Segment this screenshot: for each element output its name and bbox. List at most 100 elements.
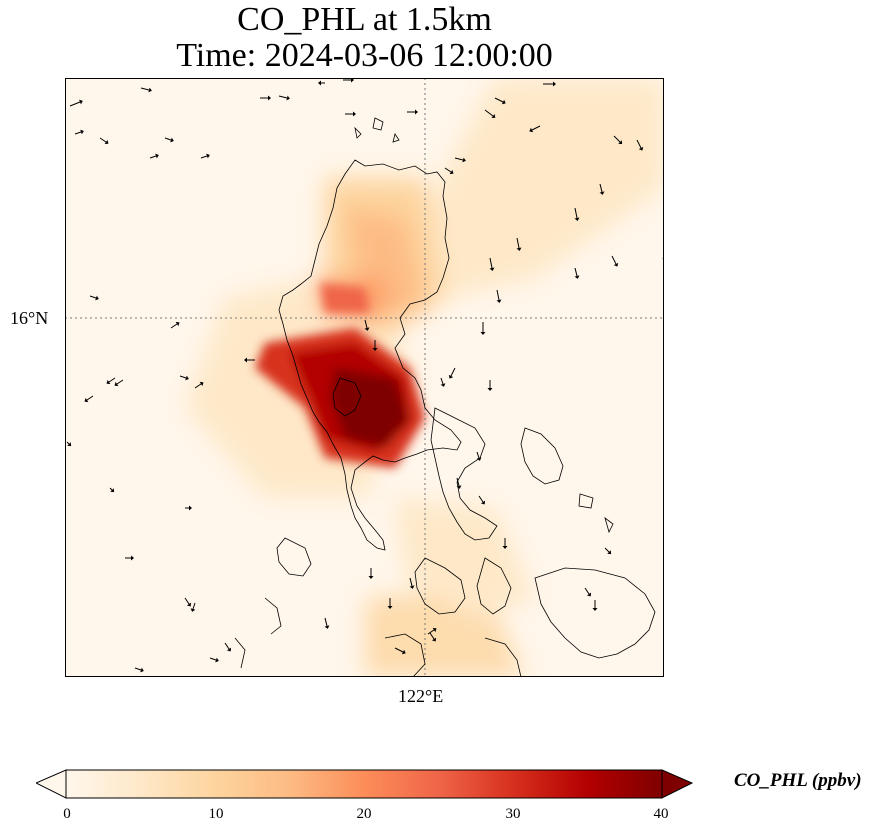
colorbar-tick-10: 10 bbox=[208, 806, 224, 822]
wind-arrow-head bbox=[431, 637, 437, 642]
wind-arrow-shaft bbox=[74, 131, 82, 135]
wind-arrow-head bbox=[409, 585, 415, 589]
wind-arrow-head bbox=[476, 457, 482, 461]
wind-arrow-head bbox=[387, 606, 393, 609]
longitude-tick-label: 122°E bbox=[398, 686, 444, 706]
wind-arrow-shaft bbox=[86, 395, 94, 401]
wind-arrow-shaft bbox=[613, 135, 621, 143]
colorbar-extend-high bbox=[661, 769, 694, 799]
wind-arrow-shaft bbox=[584, 587, 590, 595]
wind-arrow-head bbox=[480, 500, 486, 505]
wind-arrow-head bbox=[67, 442, 72, 447]
wind-arrow-head bbox=[190, 608, 196, 612]
wind-arrow-head bbox=[206, 153, 210, 159]
wind-arrow-shaft bbox=[574, 267, 578, 277]
wind-arrow-head bbox=[80, 129, 84, 135]
wind-arrow-shaft bbox=[184, 597, 190, 605]
coastline-mindoro bbox=[276, 537, 312, 577]
map-title: CO_PHL at 1.5km Time: 2024-03-06 12:00:0… bbox=[65, 2, 664, 74]
wind-arrow-shaft bbox=[324, 617, 328, 627]
wind-arrow-head bbox=[638, 146, 644, 151]
wind-arrow-shaft bbox=[599, 183, 603, 193]
wind-arrow-shaft bbox=[200, 155, 208, 159]
latitude-tick-label: 16°N bbox=[10, 308, 49, 328]
wind-arrow-head bbox=[440, 383, 446, 387]
wind-arrow-head bbox=[106, 379, 111, 385]
wind-arrow-shaft bbox=[494, 97, 504, 103]
wind-arrow-head bbox=[186, 602, 192, 607]
map-border bbox=[65, 78, 664, 677]
coastlines bbox=[234, 117, 656, 677]
wind-arrow-head bbox=[574, 217, 580, 221]
wind-arrow-head bbox=[244, 357, 247, 363]
wind-vectors bbox=[66, 78, 664, 673]
wind-arrow-head bbox=[185, 375, 189, 381]
wind-arrow-head bbox=[104, 139, 109, 145]
wind-arrow-head bbox=[586, 592, 592, 597]
wind-arrow-shaft bbox=[209, 657, 217, 661]
wind-arrow-head bbox=[148, 87, 152, 93]
colorbar-extend-low bbox=[34, 769, 67, 799]
wind-arrow-head bbox=[415, 109, 418, 115]
colorbar bbox=[34, 768, 694, 802]
wind-arrow-shaft bbox=[192, 602, 196, 610]
wind-arrow-head bbox=[529, 127, 534, 133]
wind-arrow-shaft bbox=[66, 441, 70, 445]
wind-arrow-head bbox=[448, 374, 454, 379]
coastline-luzon bbox=[278, 159, 462, 551]
colorbar-tick-0: 0 bbox=[63, 806, 71, 822]
wind-arrow-head bbox=[268, 95, 271, 101]
wind-arrow-shaft bbox=[69, 101, 81, 107]
wind-arrow-shaft bbox=[108, 377, 116, 383]
wind-arrow-head bbox=[155, 153, 159, 159]
wind-arrow-head bbox=[95, 295, 99, 301]
coastline-mindanao bbox=[534, 567, 656, 659]
wind-arrow-head bbox=[487, 388, 493, 391]
wind-arrow-head bbox=[364, 327, 370, 331]
wind-arrow-head bbox=[84, 397, 89, 403]
wind-arrow-head bbox=[189, 505, 192, 511]
wind-arrow-shaft bbox=[478, 495, 484, 503]
wind-arrow-head bbox=[599, 191, 605, 195]
wind-arrow-shaft bbox=[409, 577, 413, 587]
wind-arrow-head bbox=[432, 627, 437, 633]
wind-arrow-head bbox=[110, 488, 115, 493]
wind-arrow-shaft bbox=[109, 487, 113, 491]
wind-arrow-shaft bbox=[116, 379, 124, 385]
wind-arrow-head bbox=[456, 485, 462, 489]
wind-arrow-head bbox=[199, 381, 204, 387]
wind-arrow-shaft bbox=[496, 289, 500, 301]
title-line-1: CO_PHL at 1.5km bbox=[237, 1, 492, 38]
coastline-panay bbox=[414, 557, 466, 615]
wind-arrow-shaft bbox=[164, 137, 172, 141]
wind-arrow-shaft bbox=[194, 383, 202, 389]
wind-arrow-head bbox=[114, 381, 119, 387]
map-canvas bbox=[65, 78, 664, 677]
coastline-samar bbox=[520, 427, 564, 485]
wind-arrow-shaft bbox=[476, 451, 480, 459]
wind-arrow-head bbox=[516, 247, 522, 251]
wind-arrow-head bbox=[574, 275, 580, 279]
title-line-2: Time: 2024-03-06 12:00:00 bbox=[176, 37, 553, 74]
wind-arrow-head bbox=[491, 114, 496, 118]
wind-arrow-head bbox=[226, 647, 232, 652]
concentration-core bbox=[255, 283, 425, 468]
wind-arrow-head bbox=[462, 157, 466, 163]
wind-arrow-shaft bbox=[440, 377, 444, 385]
wind-arrow-head bbox=[324, 625, 330, 629]
wind-arrow-head bbox=[618, 140, 623, 145]
colorbar-canvas bbox=[34, 769, 694, 799]
wind-arrow-shaft bbox=[89, 295, 97, 299]
wind-arrow-head bbox=[496, 299, 502, 303]
wind-arrow-shaft bbox=[444, 167, 452, 173]
wind-arrow-head bbox=[131, 555, 134, 561]
wind-arrow-shaft bbox=[450, 367, 456, 377]
colorbar-tick-30: 30 bbox=[505, 806, 521, 822]
coastline-visayas-1 bbox=[430, 407, 498, 541]
wind-arrow-head bbox=[79, 99, 83, 105]
wind-arrow-shaft bbox=[574, 207, 578, 219]
wind-arrow-head bbox=[502, 546, 508, 549]
wind-arrow-shaft bbox=[140, 87, 150, 91]
wind-arrow-head bbox=[501, 99, 506, 105]
wind-arrow-head bbox=[607, 550, 612, 555]
